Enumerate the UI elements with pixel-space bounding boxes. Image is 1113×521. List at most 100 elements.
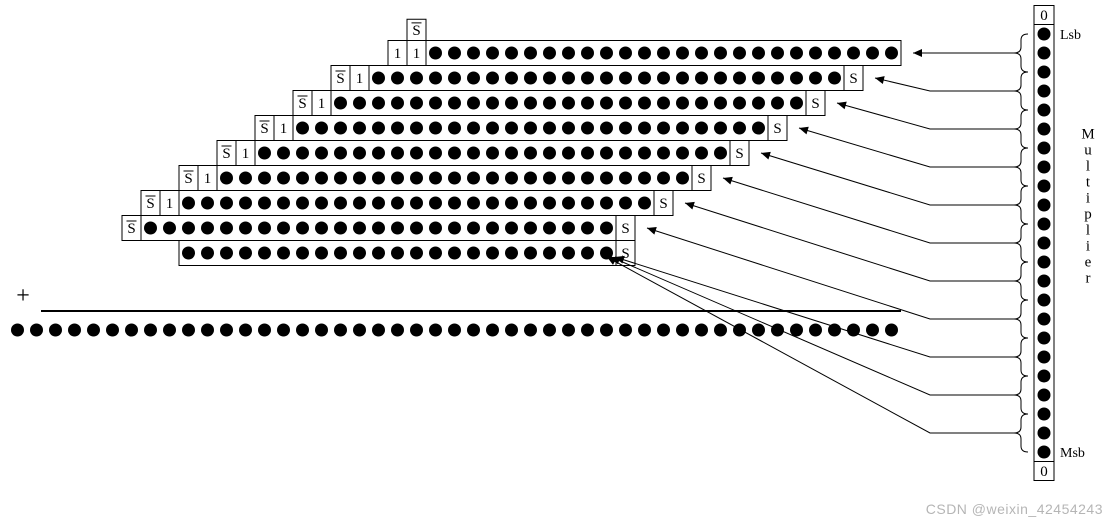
bit-dot [600,324,613,337]
routing-line [607,257,1014,433]
bit-dot [505,222,518,235]
bit-dot [543,122,556,135]
bit-dot [543,97,556,110]
bit-dot [372,147,385,160]
s-label: S [811,96,819,112]
bit-dot [1038,294,1051,307]
bit-dot [524,122,537,135]
bit-dot [11,324,24,337]
bit-dot [429,172,442,185]
bit-dot [543,247,556,260]
bit-dot [695,324,708,337]
bit-dot [68,324,81,337]
routing-line [837,103,1014,129]
svg-text:S: S [412,23,420,39]
bit-dot [543,197,556,210]
bit-dot [467,222,480,235]
bit-dot [581,247,594,260]
msb-label: Msb [1060,446,1085,461]
bit-dot [334,222,347,235]
bit-dot [391,222,404,235]
bit-dot [296,197,309,210]
bit-dot [505,247,518,260]
bit-dot [1038,199,1051,212]
arrowhead [647,227,657,235]
bit-dot [486,222,499,235]
bit-dot [220,172,233,185]
bit-dot [676,122,689,135]
bit-dot [410,222,423,235]
bit-dot [676,47,689,60]
bit-dot [315,172,328,185]
bit-dot [505,172,518,185]
bit-dot [467,247,480,260]
bit-dot [1038,275,1051,288]
bit-dot [581,197,594,210]
bit-dot [505,47,518,60]
bit-dot [334,324,347,337]
bit-dot [581,147,594,160]
bit-dot [334,97,347,110]
bit-dot [410,72,423,85]
bit-dot [562,97,575,110]
bit-dot [486,324,499,337]
bit-dot [714,324,727,337]
bit-dot [752,97,765,110]
bit-dot [562,222,575,235]
multiplier-letter: e [1085,255,1092,271]
bit-dot [638,72,651,85]
bit-dot [372,172,385,185]
bit-dot [220,247,233,260]
bit-dot [562,122,575,135]
bit-dot [524,147,537,160]
multiplier-brace [1014,414,1028,452]
bit-dot [562,324,575,337]
bit-dot [600,122,613,135]
bit-dot [429,222,442,235]
bit-dot [467,172,480,185]
bit-dot [562,47,575,60]
bit-dot [714,97,727,110]
bit-dot [372,247,385,260]
bit-dot [182,222,195,235]
bit-dot [1038,161,1051,174]
multiplier-letter: u [1084,143,1092,159]
bit-dot [467,122,480,135]
bit-dot [524,222,537,235]
bit-dot [638,97,651,110]
bit-dot [600,172,613,185]
bit-dot [885,47,898,60]
bit-dot [505,72,518,85]
mult-zero-top: 0 [1040,8,1048,24]
bit-dot [581,72,594,85]
sbar-label: S [222,146,232,162]
bit-dot [524,72,537,85]
s-label: S [849,71,857,87]
s-label: S [735,146,743,162]
bit-dot [638,147,651,160]
bit-dot [258,172,271,185]
bit-dot [581,97,594,110]
bit-dot [410,122,423,135]
bit-dot [429,147,442,160]
arrowhead [761,152,771,160]
bit-dot [353,122,366,135]
bit-dot [790,324,803,337]
arrowhead [837,102,847,110]
bit-dot [771,97,784,110]
bit-dot [790,72,803,85]
one-label: 1 [318,96,326,112]
bit-dot [657,72,670,85]
bit-dot [315,222,328,235]
bit-dot [619,122,632,135]
bit-dot [581,47,594,60]
bit-dot [372,197,385,210]
bit-dot [391,122,404,135]
sbar-label: S [127,221,137,237]
bit-dot [334,247,347,260]
bit-dot [486,97,499,110]
bit-dot [277,197,290,210]
multiplier-letter: i [1086,191,1090,207]
bit-dot [543,172,556,185]
bit-dot [1038,313,1051,326]
